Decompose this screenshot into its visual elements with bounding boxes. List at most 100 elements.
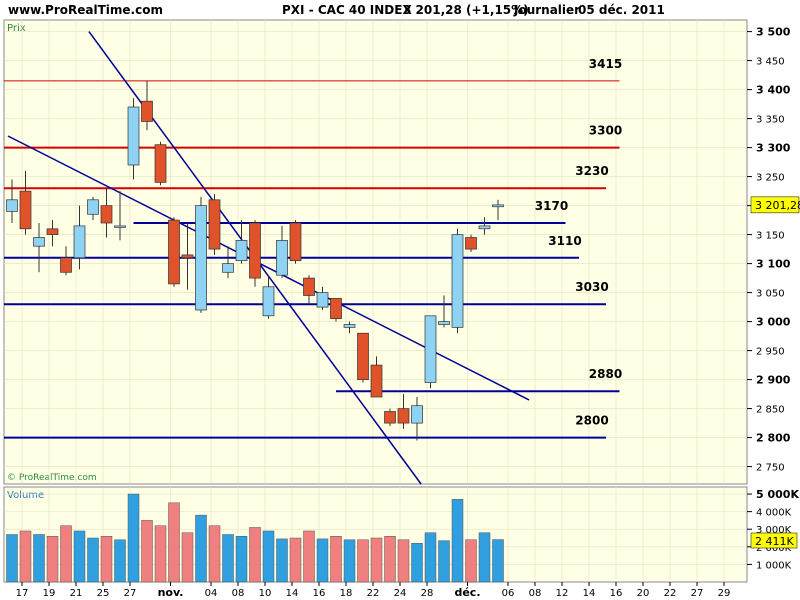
candle-body [492,204,504,208]
volume-bar [370,537,383,583]
x-tick-label: 27 [124,588,137,599]
level-label: 3230 [575,164,608,178]
date-label: 05 déc. 2011 [578,3,665,17]
candle [141,80,153,131]
candle [235,220,248,264]
x-tick-label: 16 [313,588,326,599]
level-label: 3110 [548,234,581,248]
y-tick-label: 3 500 [756,26,791,39]
candle [19,170,32,235]
candle-body [60,257,72,273]
x-tick-label: 14 [286,588,299,599]
x-tick-label: 17 [16,588,29,599]
x-tick-label: nov. [158,586,184,599]
volume-y-axis: 1 000K 2 000K 3 000K 4 000K 5 000K [747,488,799,571]
site-url[interactable]: www.ProRealTime.com [8,3,163,17]
y-tick-label: 3 350 [756,115,785,126]
candle [168,217,180,287]
candle [397,394,410,429]
candle [181,223,194,290]
channel-line [7,135,530,401]
volume-bar [411,543,423,583]
last-price-value: 3 201,28 [755,199,800,212]
candle-body [208,199,221,250]
last-volume-value: 2 411K [755,535,794,548]
volume-bar [195,514,207,583]
volume-bar [289,537,302,583]
candle-body [424,315,437,383]
x-tick-label: 22 [664,588,677,599]
candle-body [100,205,113,224]
x-tick-label: 16 [610,588,623,599]
volume-bar [424,532,437,583]
candle-body [397,408,410,424]
volume-bar [397,539,410,583]
y-tick-label: 3 450 [756,57,785,68]
level-label: 3170 [535,199,568,213]
candle [465,234,477,252]
candle-body [19,190,32,230]
y-tick-label: 5 000K [756,488,799,501]
level-label: 2800 [575,414,608,428]
volume-bar [46,536,59,583]
last-volume-tag: 2 411K [750,532,798,549]
volume-bar [181,532,194,583]
volume-bar [168,502,180,583]
candle [316,286,329,310]
candle-body [411,405,423,424]
candle [249,220,261,287]
x-tick-label: 14 [583,588,596,599]
x-tick-label: 20 [637,588,650,599]
y-tick-label: 3 000 [756,316,791,329]
candle-body [357,332,369,380]
candle [330,298,342,322]
x-tick-label: 21 [70,588,83,599]
level-label: 3300 [589,124,622,138]
candle [33,223,45,273]
quote-value: 3 201,28 (+1,15%) [403,3,529,17]
candle [154,141,167,186]
candle [438,295,450,328]
volume-bar [492,539,504,583]
candles [6,80,504,441]
candle [6,179,18,223]
volume-bar [100,536,113,583]
candle [262,275,275,319]
volume-bar [316,538,329,583]
x-tick-label: 08 [529,588,542,599]
level-label: 2880 [589,367,622,381]
candle [127,98,140,180]
x-axis: 17 19 21 25 27 nov. 04 08 10 14 16 18 22 24 28 déc. 06 08… [16,582,731,599]
instrument-name: PXI - CAC 40 INDEX [282,3,412,17]
x-tick-label: 12 [556,588,569,599]
candle-body [114,225,126,228]
x-tick-label: 24 [394,588,407,599]
volume-bar [451,499,464,583]
x-tick-label: 29 [718,588,731,599]
candle-body [87,199,99,215]
candle-body [154,144,167,183]
volume-bars [6,493,504,583]
volume-bar [478,532,491,583]
volume-bar [73,530,86,583]
candle-body [195,205,207,311]
volume-bar [222,534,234,583]
candle [343,321,356,334]
candle-body [222,263,234,273]
candle-body [6,199,18,212]
candle [289,220,302,264]
candle-body [235,240,248,262]
x-tick-label: 04 [205,588,218,599]
y-tick-label: 3 300 [756,142,791,155]
x-tick-label: 27 [691,588,704,599]
candle [478,217,491,235]
volume-bar [141,520,153,583]
y-tick-label: 3 000K [756,525,792,536]
candle-body [330,298,342,320]
candle-body [141,100,153,122]
volume-bar [33,534,45,583]
volume-bar [154,525,167,583]
candle-body [249,222,261,279]
volume-bar [127,493,140,583]
